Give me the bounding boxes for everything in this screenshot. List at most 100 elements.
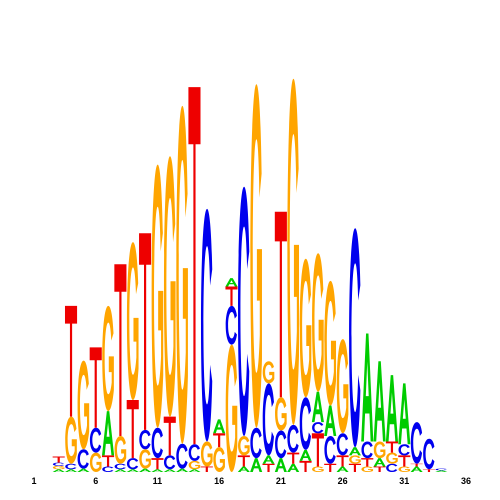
adenine-letter — [262, 455, 275, 464]
logo-column-22 — [287, 78, 300, 472]
x-axis-tick-labels: 1 6 11 16 21 26 31 36 — [31, 476, 471, 486]
adenine-letter — [64, 469, 78, 472]
logo-column-33 — [422, 438, 436, 472]
cytosine-letter — [65, 463, 77, 470]
logo-column-6 — [89, 347, 102, 472]
thymine-letter — [237, 455, 250, 467]
guanine-letter — [163, 156, 176, 417]
thymine-letter — [422, 469, 436, 472]
thymine-letter — [163, 416, 176, 456]
adenine-letter — [188, 469, 201, 472]
logo-column-31 — [398, 383, 411, 472]
logo-column-25 — [324, 280, 337, 472]
logo-column-12 — [163, 156, 176, 472]
adenine-letter — [324, 405, 337, 436]
guanine-letter — [373, 441, 386, 459]
adenine-letter — [336, 466, 349, 472]
adenine-letter — [373, 458, 386, 467]
logo-column-18 — [237, 186, 250, 472]
adenine-letter — [410, 466, 423, 472]
adenine-letter — [237, 466, 250, 472]
cytosine-letter — [398, 444, 410, 456]
cytosine-letter — [52, 462, 65, 466]
guanine-letter — [312, 466, 324, 472]
logo-column-20 — [262, 361, 275, 472]
logo-column-13 — [176, 105, 189, 472]
guanine-letter — [361, 466, 374, 472]
guanine-letter — [65, 416, 77, 464]
thymine-letter — [398, 455, 411, 467]
thymine-letter — [225, 286, 238, 306]
guanine-letter — [312, 253, 324, 392]
cytosine-letter — [312, 422, 324, 434]
cytosine-letter — [163, 455, 176, 470]
x-tick-label: 21 — [276, 476, 286, 486]
cytosine-letter — [139, 429, 151, 450]
adenine-letter — [361, 333, 374, 442]
cytosine-letter — [324, 436, 336, 464]
guanine-letter — [250, 84, 262, 428]
cytosine-letter — [435, 468, 447, 471]
cytosine-letter — [225, 305, 237, 345]
thymine-letter — [114, 264, 127, 436]
x-tick-label: 6 — [93, 476, 98, 486]
x-tick-label: 1 — [31, 476, 36, 486]
logo-column-32 — [410, 422, 423, 472]
thymine-letter — [287, 452, 300, 464]
logo-column-23 — [299, 258, 312, 472]
thymine-letter — [200, 466, 213, 472]
guanine-letter — [52, 465, 65, 470]
cytosine-letter — [126, 458, 139, 470]
logo-column-5 — [77, 360, 90, 472]
thymine-letter — [348, 463, 361, 472]
cytosine-letter — [89, 427, 102, 453]
thymine-letter — [324, 463, 337, 472]
guanine-letter — [188, 460, 201, 470]
thymine-letter — [373, 466, 386, 472]
guanine-letter — [213, 447, 225, 472]
guanine-letter — [126, 242, 139, 400]
adenine-letter — [102, 411, 115, 456]
logo-column-8 — [114, 264, 127, 472]
adenine-letter — [274, 458, 287, 472]
cytosine-letter — [336, 433, 349, 456]
cytosine-letter — [250, 427, 262, 459]
guanine-letter — [238, 436, 250, 456]
guanine-letter — [262, 361, 275, 384]
adenine-letter — [126, 469, 139, 472]
thymine-letter — [311, 433, 324, 467]
cytosine-letter — [151, 427, 163, 459]
logo-column-9 — [126, 242, 139, 472]
adenine-letter — [385, 375, 398, 442]
guanine-letter — [114, 436, 127, 464]
guanine-letter — [299, 258, 312, 398]
cytosine-letter — [200, 208, 213, 442]
guanine-letter — [225, 344, 238, 472]
thymine-letter — [213, 433, 226, 448]
cytosine-letter — [188, 444, 200, 461]
adenine-letter — [398, 383, 411, 445]
x-tick-label: 31 — [399, 476, 409, 486]
logo-column-16 — [213, 419, 226, 472]
cytosine-letter — [77, 449, 89, 469]
cytosine-letter — [410, 422, 423, 464]
logo-column-4 — [64, 305, 78, 472]
guanine-letter — [176, 105, 188, 444]
guanine-letter — [77, 360, 90, 450]
thymine-letter — [102, 455, 115, 467]
cytosine-letter — [176, 443, 188, 469]
logo-column-19 — [250, 84, 263, 472]
guanine-letter — [287, 78, 300, 425]
logo-column-17 — [225, 278, 238, 472]
thymine-letter — [151, 458, 164, 470]
logo-column-10 — [139, 233, 152, 472]
logo-column-27 — [348, 228, 361, 472]
thymine-letter — [139, 233, 152, 430]
cytosine-letter — [275, 430, 287, 459]
adenine-letter — [311, 391, 324, 423]
adenine-letter — [139, 468, 152, 472]
letter-stacks — [52, 78, 448, 472]
logo-column-15 — [200, 208, 213, 472]
adenine-letter — [348, 447, 361, 456]
